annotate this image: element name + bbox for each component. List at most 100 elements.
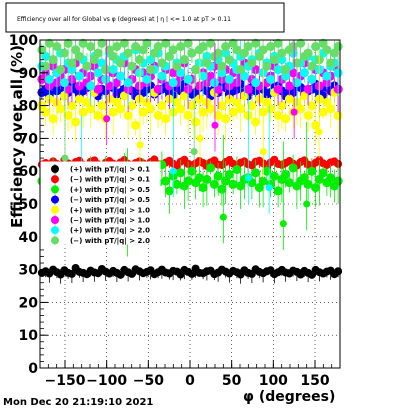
data-point xyxy=(296,38,306,48)
data-point xyxy=(74,71,84,81)
data-point xyxy=(187,166,197,176)
data-point xyxy=(116,104,126,114)
data-point xyxy=(172,61,182,71)
data-point xyxy=(161,114,171,124)
data-point xyxy=(67,101,77,111)
data-point xyxy=(266,104,276,114)
data-point xyxy=(254,183,264,193)
y-tick-label: 80 xyxy=(19,99,39,115)
data-point xyxy=(232,97,242,107)
data-point xyxy=(183,38,193,48)
data-point xyxy=(44,74,54,84)
data-point xyxy=(239,71,249,81)
x-axis-label: φ (degrees) xyxy=(243,389,335,405)
data-point xyxy=(322,71,332,81)
data-point xyxy=(116,58,126,68)
data-point xyxy=(228,107,238,117)
y-tick-label: 70 xyxy=(19,131,39,147)
data-point xyxy=(127,61,137,71)
data-point xyxy=(48,114,58,124)
data-point xyxy=(108,107,118,117)
legend-label: (−) with pT/|q| > 2.0 xyxy=(70,237,150,246)
data-point xyxy=(217,184,227,194)
data-point xyxy=(277,48,287,58)
data-point xyxy=(273,186,283,196)
data-point xyxy=(211,121,219,129)
data-point xyxy=(303,84,313,94)
data-point xyxy=(179,91,189,101)
data-point xyxy=(119,91,129,101)
data-point xyxy=(146,104,156,114)
data-point xyxy=(333,110,343,120)
data-point xyxy=(56,104,66,114)
data-point xyxy=(269,55,279,65)
data-point xyxy=(236,104,246,114)
data-point xyxy=(82,97,92,107)
data-point xyxy=(244,174,252,182)
data-point xyxy=(251,38,261,48)
data-point xyxy=(71,45,81,55)
data-point xyxy=(86,104,96,114)
data-point xyxy=(202,58,212,68)
data-point xyxy=(281,65,291,75)
data-point xyxy=(288,87,298,97)
data-point xyxy=(146,65,156,75)
data-point xyxy=(168,68,178,78)
data-point xyxy=(123,48,133,58)
data-point xyxy=(176,168,186,178)
data-point xyxy=(123,78,133,88)
data-point xyxy=(172,179,182,189)
legend-label: (+) with pT/|q| > 0.5 xyxy=(70,186,150,195)
data-point xyxy=(329,48,339,58)
data-point xyxy=(239,48,249,58)
data-point xyxy=(176,42,186,52)
data-point xyxy=(198,183,208,193)
x-tick-label: 150 xyxy=(300,373,329,389)
data-point xyxy=(168,45,178,55)
data-point xyxy=(198,42,208,52)
data-point xyxy=(176,104,186,114)
data-point xyxy=(284,178,294,188)
data-point xyxy=(93,68,103,78)
data-point xyxy=(333,176,343,186)
data-point xyxy=(206,71,216,81)
x-tick-label: −150 xyxy=(45,373,86,389)
data-point xyxy=(112,97,122,107)
y-tick-label: 10 xyxy=(19,328,39,344)
data-point xyxy=(292,58,302,68)
data-point xyxy=(307,101,317,111)
data-point xyxy=(194,81,204,91)
data-point xyxy=(224,169,234,179)
data-point xyxy=(247,58,257,68)
data-point xyxy=(334,267,343,276)
data-point xyxy=(179,55,189,65)
data-point xyxy=(251,168,261,178)
data-point xyxy=(63,110,73,120)
data-point xyxy=(206,163,216,173)
data-point xyxy=(74,94,84,104)
data-point xyxy=(303,200,311,208)
data-point xyxy=(273,38,283,48)
data-point xyxy=(198,107,208,117)
data-point xyxy=(119,38,129,48)
data-point xyxy=(290,108,298,116)
data-point xyxy=(311,42,321,52)
data-point xyxy=(63,38,73,48)
data-point xyxy=(142,74,152,84)
data-point xyxy=(318,107,328,117)
legend-label: (+) with pT/|q| > 1.0 xyxy=(70,206,150,215)
data-point xyxy=(273,65,283,75)
data-point xyxy=(97,58,107,68)
data-point xyxy=(78,107,88,117)
data-point xyxy=(251,117,261,127)
data-point xyxy=(93,110,103,120)
data-point xyxy=(153,110,163,120)
data-point xyxy=(213,84,223,94)
data-point xyxy=(142,38,152,48)
data-point xyxy=(131,42,141,52)
data-point xyxy=(284,81,294,91)
data-point xyxy=(209,179,219,189)
data-point xyxy=(279,220,287,228)
data-point xyxy=(269,171,279,181)
data-point xyxy=(157,58,167,68)
